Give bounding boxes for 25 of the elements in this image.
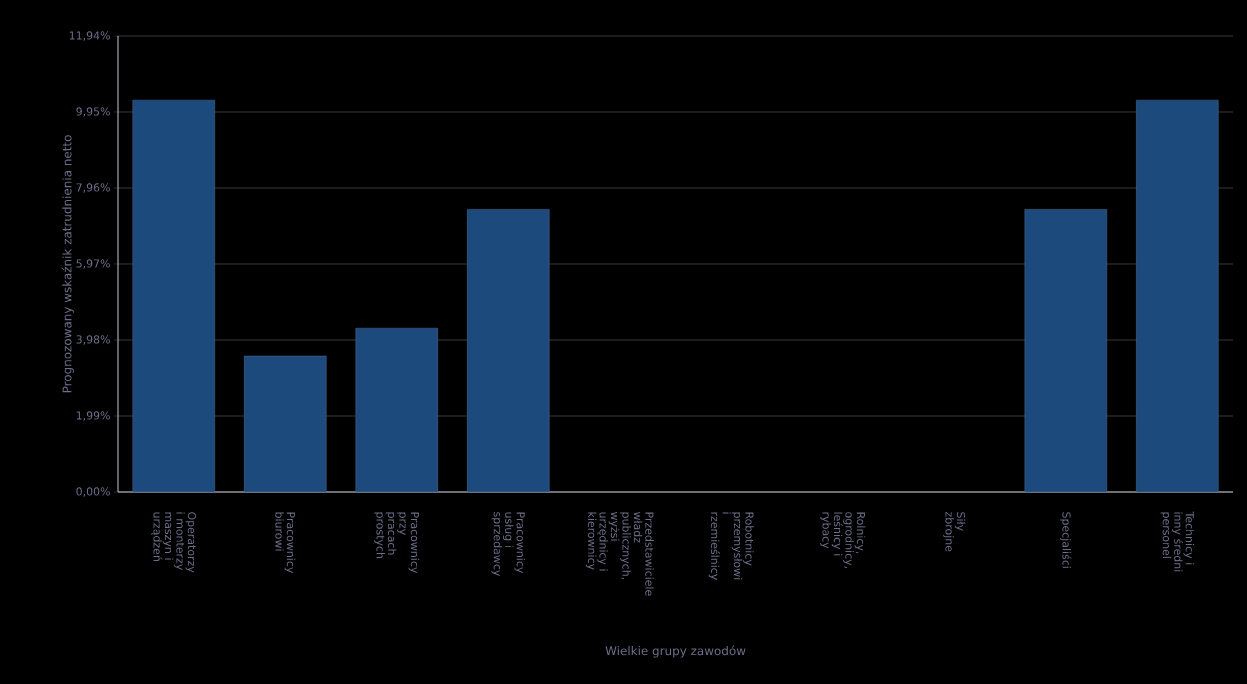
x-tick-label: Pracownicy usług i sprzedawcy [491,512,526,577]
x-tick-label: Robotnicy przemysłowi i rzemieślnicy [708,512,754,580]
y-tick-label: 11,94% [69,31,110,41]
y-axis-title: Prognozowany wskaźnik zatrudnienia netto [61,135,74,393]
bar [1024,209,1107,493]
x-axis-title: Wielkie grupy zawodów [605,645,746,658]
y-tick-label: 9,95% [76,107,110,117]
x-tick-label: Pracownicy przy pracach prostych [374,512,420,574]
x-tick-label: Rolnicy, ogrodnicy, leśnicy i rybacy [820,512,866,569]
bar [132,99,215,493]
x-tick-label: Przedstawiciele władz publicznych, wyżsi urzędnicy i kierownicy [585,511,654,596]
y-tick-label: 7,96% [76,183,110,193]
x-tick-label: Operatorzy i monterzy maszyn i urządzeń [151,512,197,573]
bar [244,355,327,493]
x-tick-label: Specjaliści [1060,512,1072,568]
y-tick-label: 3,98% [76,335,110,345]
y-tick-label: 0,00% [76,487,110,497]
y-tick-label: 5,97% [76,259,110,269]
y-tick-label: 1,99% [76,411,110,421]
bar [467,209,550,493]
bar [1136,99,1219,493]
x-tick-label: Pracownicy biurowi [275,512,296,574]
x-tick-label: Siły zbrojne [943,511,966,552]
bar [355,327,438,493]
x-tick-label: Technicy i inny średni personel [1160,511,1195,572]
